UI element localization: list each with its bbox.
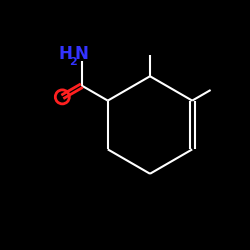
Text: 2: 2	[69, 57, 77, 67]
Text: H: H	[58, 46, 72, 63]
Text: N: N	[74, 46, 88, 63]
